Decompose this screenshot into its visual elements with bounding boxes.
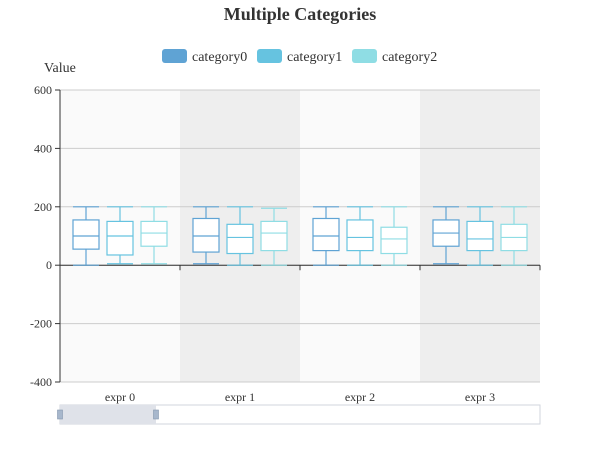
box-iqr: [192, 217, 220, 253]
legend-label: category1: [287, 50, 342, 65]
x-tick-label: expr 1: [225, 390, 255, 404]
box-iqr: [380, 226, 408, 255]
y-tick-label: 600: [34, 83, 52, 97]
zoom-handle-left[interactable]: [57, 409, 63, 420]
box-iqr: [346, 219, 374, 252]
zoom-handle-right[interactable]: [153, 409, 159, 420]
y-tick-label: 0: [46, 258, 52, 272]
box-category0-1[interactable]: [192, 206, 220, 265]
legend-item-category0[interactable]: category0: [162, 49, 247, 65]
y-tick-label: -200: [30, 317, 52, 331]
box-series: [72, 206, 528, 266]
legend-swatch: [257, 49, 282, 63]
box-category2-3[interactable]: [500, 206, 528, 266]
box-iqr: [466, 220, 494, 252]
axes: [55, 89, 541, 383]
data-zoom-slider[interactable]: [57, 404, 541, 425]
box-category2-0[interactable]: [140, 206, 168, 265]
x-tick-label: expr 2: [345, 390, 375, 404]
chart-title: Multiple Categories: [224, 4, 376, 24]
box-iqr: [72, 219, 100, 250]
box-iqr: [312, 217, 340, 252]
y-axis-name: Value: [44, 61, 76, 76]
legend: category0 category1 category2: [162, 49, 437, 65]
zoom-window[interactable]: [60, 405, 156, 424]
legend-item-category1[interactable]: category1: [257, 49, 342, 65]
tick-labels: -400 -200 0 200 400 600 expr 0 expr 1 expr 2 expr…: [30, 83, 495, 404]
box-category1-1[interactable]: [226, 206, 254, 266]
box-iqr: [106, 220, 134, 256]
box-category0-2[interactable]: [312, 206, 340, 266]
box-category0-3[interactable]: [432, 206, 460, 265]
legend-label: category0: [192, 50, 247, 65]
box-iqr: [226, 223, 254, 255]
x-tick-label: expr 0: [105, 390, 135, 404]
box-category0-0[interactable]: [72, 206, 100, 266]
legend-swatch: [352, 49, 377, 63]
box-category1-0[interactable]: [106, 206, 134, 265]
y-tick-label: -400: [30, 375, 52, 389]
legend-item-category2[interactable]: category2: [352, 49, 437, 65]
box-category1-2[interactable]: [346, 206, 374, 266]
box-category2-1[interactable]: [260, 207, 288, 266]
box-iqr: [260, 220, 288, 252]
legend-label: category2: [382, 50, 437, 65]
box-category1-3[interactable]: [466, 206, 494, 266]
y-tick-label: 400: [34, 141, 52, 155]
box-iqr: [140, 220, 168, 247]
y-tick-label: 200: [34, 200, 52, 214]
box-category2-2[interactable]: [380, 206, 408, 266]
legend-swatch: [162, 49, 187, 63]
x-tick-label: expr 3: [465, 390, 495, 404]
